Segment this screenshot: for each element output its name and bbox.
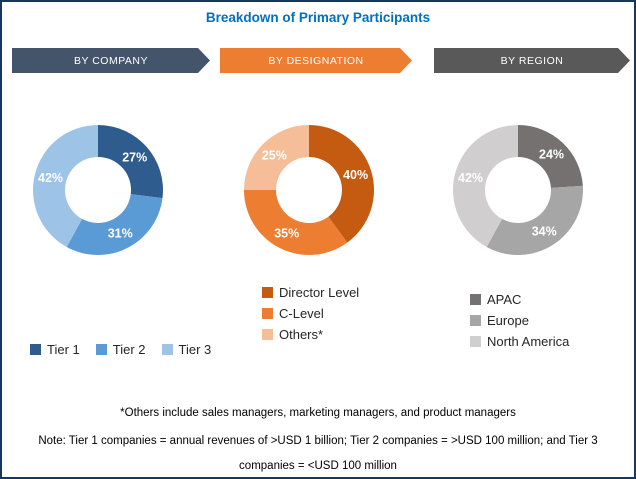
segment-data-label: 40%: [343, 168, 368, 182]
legend-label: Director Level: [279, 285, 360, 300]
segment-data-label: 27%: [122, 151, 147, 165]
legend-item: North America: [470, 334, 569, 349]
legend-label: Tier 3: [178, 342, 212, 357]
donut-chart-by-company: 27% 31% 42%: [28, 120, 168, 260]
legend-label: Tier 1: [47, 342, 80, 357]
segment-data-label: 31%: [108, 227, 133, 241]
legend-label: Others*: [279, 327, 324, 342]
header-by-company: BY COMPANY: [12, 48, 210, 73]
segment-data-label: 24%: [539, 147, 564, 161]
legend-swatch: [470, 315, 481, 326]
legend-swatch: [95, 344, 107, 355]
donut-segment-director-level: [309, 125, 374, 243]
donut-segment-tier-1: [98, 125, 163, 199]
legend-item: Director Level: [262, 285, 359, 300]
header-by-region: BY REGION: [434, 48, 630, 73]
page-title: Breakdown of Primary Participants: [205, 10, 431, 25]
legend-label: Europe: [487, 313, 529, 328]
legend-swatch: [30, 344, 41, 355]
donut-chart-by-designation: 40% 35% 25%: [239, 120, 379, 260]
footnotes: *Others include sales managers, marketin…: [2, 401, 634, 477]
legend-by-company: Tier 1 Tier 2 Tier 3: [30, 342, 211, 357]
segment-data-label: 42%: [458, 171, 483, 185]
legend-swatch: [470, 336, 481, 347]
donut-segment-apac: [518, 125, 583, 188]
donut-segment-tier-2: [66, 194, 163, 255]
donut-segment-europe: [486, 185, 583, 255]
legend-label: Tier 2: [112, 342, 146, 357]
footnote-note: Note: Tier 1 companies = annual revenues…: [38, 435, 598, 472]
legend-label: C-Level: [279, 306, 324, 321]
donut-segment-others-: [244, 125, 309, 190]
segment-data-label: 25%: [262, 148, 287, 162]
donut-segment-c-level: [244, 190, 348, 255]
legend-item: Tier 1: [30, 342, 80, 357]
legend-swatch: [262, 308, 273, 319]
segment-data-label: 34%: [532, 224, 557, 238]
legend-by-designation: Director Level C-Level Others*: [262, 285, 359, 342]
legend-label: APAC: [487, 292, 522, 307]
legend-item: Tier 2: [95, 342, 146, 357]
legend-label: North America: [487, 334, 570, 349]
legend-swatch: [262, 329, 273, 340]
legend-item: Others*: [262, 327, 359, 342]
legend-swatch: [161, 344, 173, 355]
donut-segment-tier-3: [33, 125, 98, 247]
legend-item: C-Level: [262, 306, 359, 321]
legend-item: Europe: [470, 313, 569, 328]
segment-data-label: 35%: [274, 227, 299, 241]
segment-data-label: 42%: [38, 171, 63, 185]
footnote-others: *Others include sales managers, marketin…: [120, 407, 516, 419]
legend-by-region: APAC Europe North America: [470, 292, 569, 349]
donut-segment-north-america: [453, 125, 518, 247]
legend-swatch: [470, 294, 481, 305]
legend-item: APAC: [470, 292, 569, 307]
header-by-designation: BY DESIGNATION: [220, 48, 412, 73]
legend-item: Tier 3: [161, 342, 212, 357]
legend-swatch: [262, 287, 273, 298]
donut-chart-by-region: 24% 34% 42%: [448, 120, 588, 260]
